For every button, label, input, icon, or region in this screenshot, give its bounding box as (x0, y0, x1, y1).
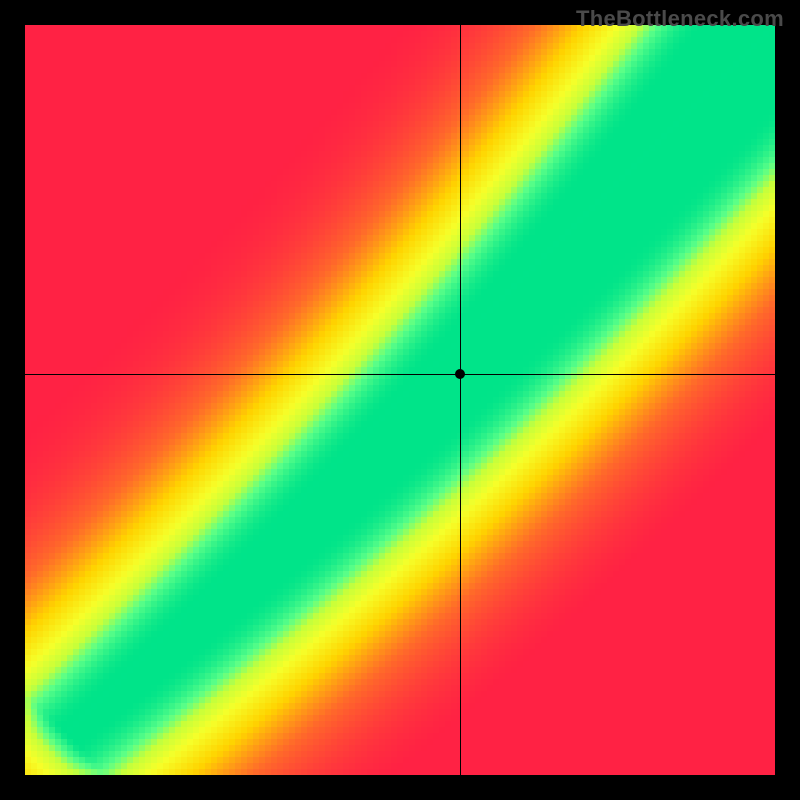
crosshair-horizontal (25, 374, 775, 375)
crosshair-marker (455, 369, 465, 379)
plot-area (25, 25, 775, 775)
crosshair-vertical (460, 25, 461, 775)
watermark-text: TheBottleneck.com (576, 6, 784, 32)
heatmap-canvas (25, 25, 775, 775)
